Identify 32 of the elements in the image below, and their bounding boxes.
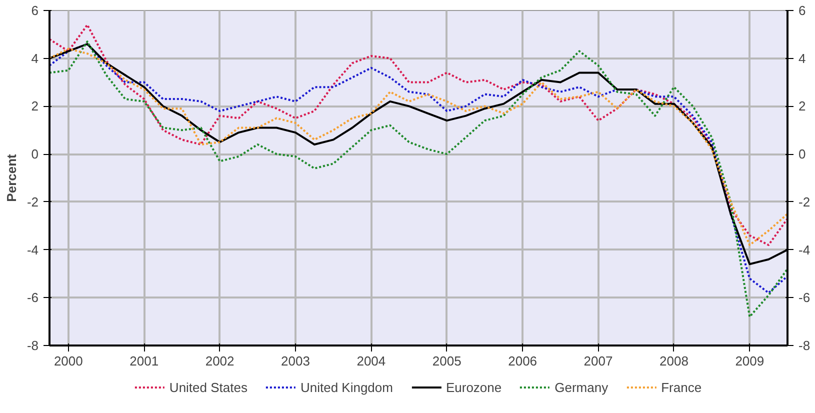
y-tick-label: -2	[26, 194, 39, 210]
legend-label: United States	[169, 380, 248, 394]
legend-label: United Kingdom	[300, 380, 393, 394]
x-tick-label: 2009	[735, 354, 764, 368]
x-tick-label: 2005	[432, 354, 462, 368]
y2-tick-label: 2	[798, 98, 806, 114]
x-tick-label: 2003	[281, 354, 310, 368]
x-tick-label: 2008	[660, 354, 688, 368]
x-tick-label: 2007	[584, 354, 613, 368]
y-tick-label: 0	[31, 146, 39, 162]
y-axis-title: Percent	[4, 153, 19, 202]
x-tick-label: 2006	[508, 354, 538, 368]
y2-tick-label: -4	[798, 242, 810, 258]
y-tick-label: 6	[31, 3, 39, 18]
legend-label: France	[661, 380, 702, 394]
x-tick-label: 2002	[205, 354, 234, 368]
legend-label: Eurozone	[446, 380, 502, 394]
y-tick-label: -6	[26, 290, 39, 306]
y-tick-label: -8	[26, 338, 39, 353]
y-tick-label: 4	[31, 50, 39, 66]
x-tick-label: 2000	[54, 354, 83, 368]
y2-tick-label: -6	[798, 290, 810, 306]
y-tick-label: -4	[26, 242, 39, 258]
x-tick-label: 2001	[130, 354, 159, 368]
y2-tick-label: -2	[798, 194, 810, 210]
y2-tick-label: 6	[798, 3, 806, 18]
x-tick-label: 2004	[356, 354, 386, 368]
y-tick-label: 2	[31, 98, 39, 114]
y2-tick-label: -8	[798, 338, 810, 353]
y2-tick-label: 4	[798, 50, 806, 66]
legend-label: Germany	[554, 380, 608, 394]
y2-tick-label: 0	[798, 146, 806, 162]
